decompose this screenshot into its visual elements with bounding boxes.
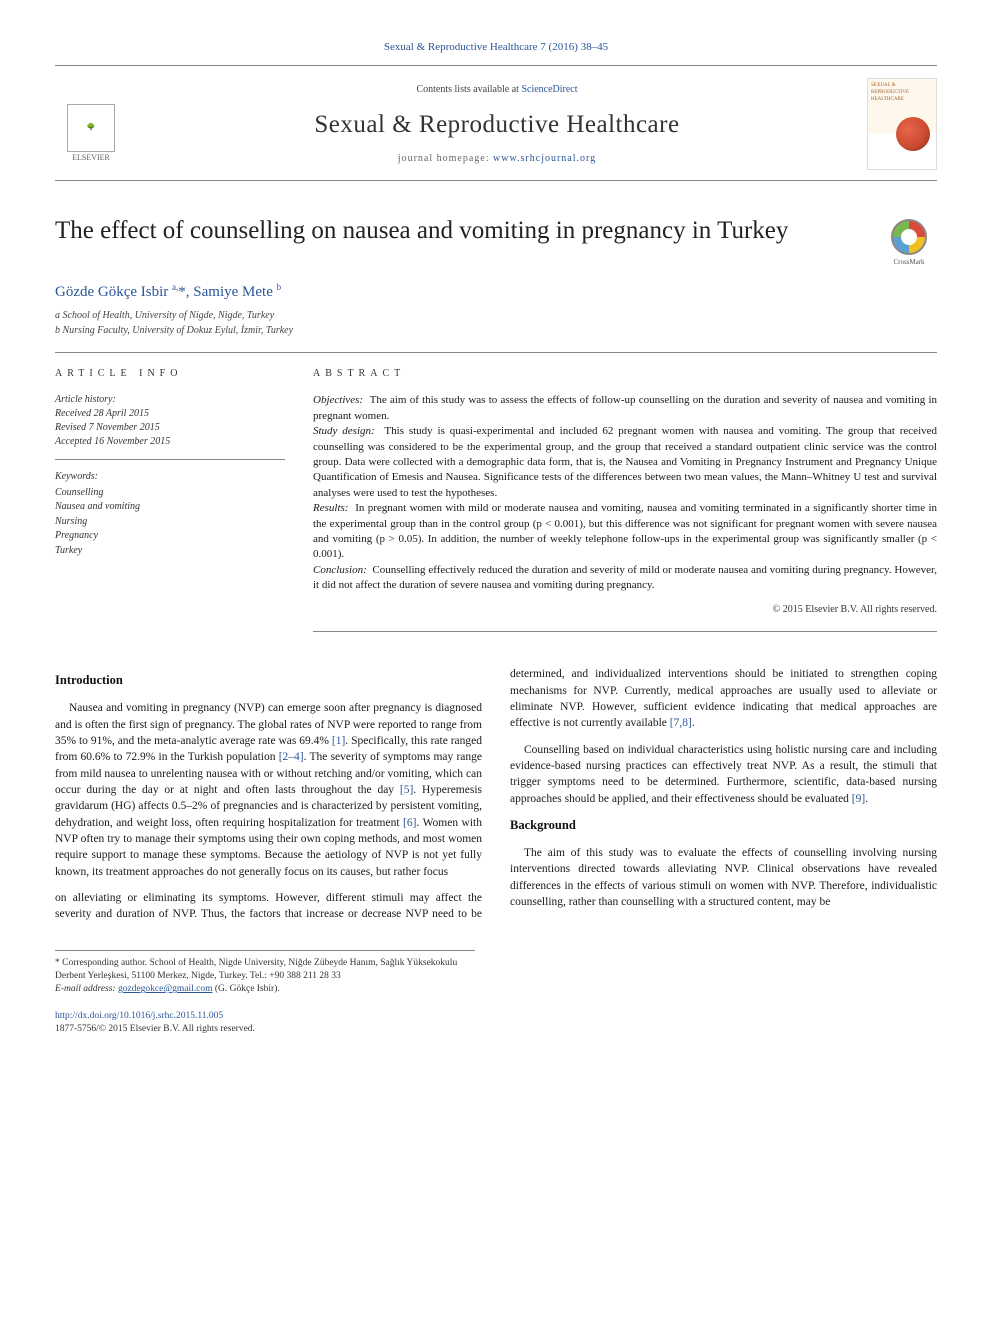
article-title: The effect of counselling on nausea and … — [55, 215, 881, 246]
abstract-head: ABSTRACT — [313, 367, 937, 381]
publisher-name: ELSEVIER — [72, 152, 110, 163]
journal-reference: Sexual & Reproductive Healthcare 7 (2016… — [55, 40, 937, 55]
keyword: Counselling — [55, 486, 285, 501]
crossmark-label: CrossMark — [893, 258, 924, 268]
keyword: Nausea and vomiting — [55, 500, 285, 515]
homepage-prefix: journal homepage: — [398, 153, 493, 164]
objectives-text: The aim of this study was to assess the … — [313, 394, 937, 421]
corresponding-author: * Corresponding author. School of Health… — [55, 957, 475, 983]
design-text: This study is quasi-experimental and inc… — [313, 425, 937, 499]
abstract-body: Objectives: The aim of this study was to… — [313, 393, 937, 632]
doi-block: http://dx.doi.org/10.1016/j.srhc.2015.11… — [55, 1010, 937, 1037]
conclusion-text: Counselling effectively reduced the dura… — [313, 564, 937, 591]
cover-label: SEXUAL & REPRODUCTIVE HEALTHCARE — [871, 83, 909, 102]
masthead: 🌳 ELSEVIER Contents lists available at S… — [55, 65, 937, 181]
article-history: Article history: Received 28 April 2015 … — [55, 393, 285, 460]
elsevier-logo: 🌳 ELSEVIER — [55, 85, 127, 163]
col2-text: . — [865, 793, 868, 805]
corresponding-email-line: E-mail address: gozdegokce@gmail.com (G.… — [55, 983, 475, 996]
journal-homepage-line: journal homepage: www.srhcjournal.org — [127, 152, 867, 166]
background-heading: Background — [510, 817, 937, 835]
col2-text: Counselling based on individual characte… — [510, 744, 937, 805]
background-paragraph-1: The aim of this study was to evaluate th… — [510, 845, 937, 910]
intro-paragraph-1: Nausea and vomiting in pregnancy (NVP) c… — [55, 700, 482, 880]
cover-art-icon — [896, 117, 930, 151]
keyword: Pregnancy — [55, 529, 285, 544]
journal-cover-thumbnail: SEXUAL & REPRODUCTIVE HEALTHCARE — [867, 78, 937, 170]
abstract-design: Study design: This study is quasi-experi… — [313, 424, 937, 501]
citation-link[interactable]: [7,8] — [670, 717, 692, 729]
crossmark-badge[interactable]: CrossMark — [881, 215, 937, 271]
citation-link[interactable]: [2–4] — [279, 751, 304, 763]
history-received: Received 28 April 2015 — [55, 407, 285, 421]
abstract-column: ABSTRACT Objectives: The aim of this stu… — [313, 367, 937, 632]
citation-link[interactable]: [1] — [332, 735, 345, 747]
keyword: Turkey — [55, 544, 285, 559]
affiliation-a: a School of Health, University of Nigde,… — [55, 309, 937, 323]
authors: Gözde Gökçe Isbir a,*, Samiye Mete b — [55, 281, 937, 303]
abstract-results: Results: In pregnant women with mild or … — [313, 501, 937, 563]
title-row: The effect of counselling on nausea and … — [55, 215, 937, 271]
doi-link[interactable]: http://dx.doi.org/10.1016/j.srhc.2015.11… — [55, 1011, 223, 1021]
design-label: Study design: — [313, 425, 375, 437]
email-link[interactable]: gozdegokce@gmail.com — [118, 984, 212, 994]
affiliations: a School of Health, University of Nigde,… — [55, 309, 937, 338]
divider — [55, 352, 937, 353]
keyword: Nursing — [55, 515, 285, 530]
history-revised: Revised 7 November 2015 — [55, 421, 285, 435]
elsevier-tree-icon: 🌳 — [67, 104, 115, 152]
article-info-head: ARTICLE INFO — [55, 367, 285, 381]
affiliation-b: b Nursing Faculty, University of Dokuz E… — [55, 324, 937, 338]
info-abstract-row: ARTICLE INFO Article history: Received 2… — [55, 367, 937, 632]
citation-link[interactable]: [6] — [403, 817, 416, 829]
article-info-column: ARTICLE INFO Article history: Received 2… — [55, 367, 285, 632]
history-accepted: Accepted 16 November 2015 — [55, 435, 285, 449]
crossmark-icon — [891, 219, 927, 255]
journal-title: Sexual & Reproductive Healthcare — [127, 107, 867, 142]
col2-text: . — [692, 717, 695, 729]
email-label: E-mail address: — [55, 984, 118, 994]
citation-link[interactable]: [9] — [852, 793, 865, 805]
masthead-center: Contents lists available at ScienceDirec… — [127, 83, 867, 166]
sciencedirect-link[interactable]: ScienceDirect — [521, 84, 577, 95]
abstract-copyright: © 2015 Elsevier B.V. All rights reserved… — [313, 603, 937, 617]
history-label: Article history: — [55, 393, 285, 407]
issn-rights: 1877-5756/© 2015 Elsevier B.V. All right… — [55, 1024, 255, 1034]
abstract-objectives: Objectives: The aim of this study was to… — [313, 393, 937, 424]
keywords-label: Keywords: — [55, 470, 285, 485]
journal-homepage-link[interactable]: www.srhcjournal.org — [493, 153, 596, 164]
citation-link[interactable]: [5] — [400, 784, 413, 796]
introduction-heading: Introduction — [55, 672, 482, 690]
contents-prefix: Contents lists available at — [416, 84, 521, 95]
col2-paragraph-2: Counselling based on individual characte… — [510, 742, 937, 807]
conclusion-label: Conclusion: — [313, 564, 367, 576]
results-text: In pregnant women with mild or moderate … — [313, 502, 937, 560]
footnotes: * Corresponding author. School of Health… — [55, 950, 475, 995]
contents-lists-line: Contents lists available at ScienceDirec… — [127, 83, 867, 97]
body-columns: Introduction Nausea and vomiting in preg… — [55, 666, 937, 922]
results-label: Results: — [313, 502, 348, 514]
abstract-conclusion: Conclusion: Counselling effectively redu… — [313, 563, 937, 594]
objectives-label: Objectives: — [313, 394, 363, 406]
email-suffix: (G. Gökçe Isbir). — [212, 984, 279, 994]
keywords-block: Keywords: Counselling Nausea and vomitin… — [55, 470, 285, 558]
